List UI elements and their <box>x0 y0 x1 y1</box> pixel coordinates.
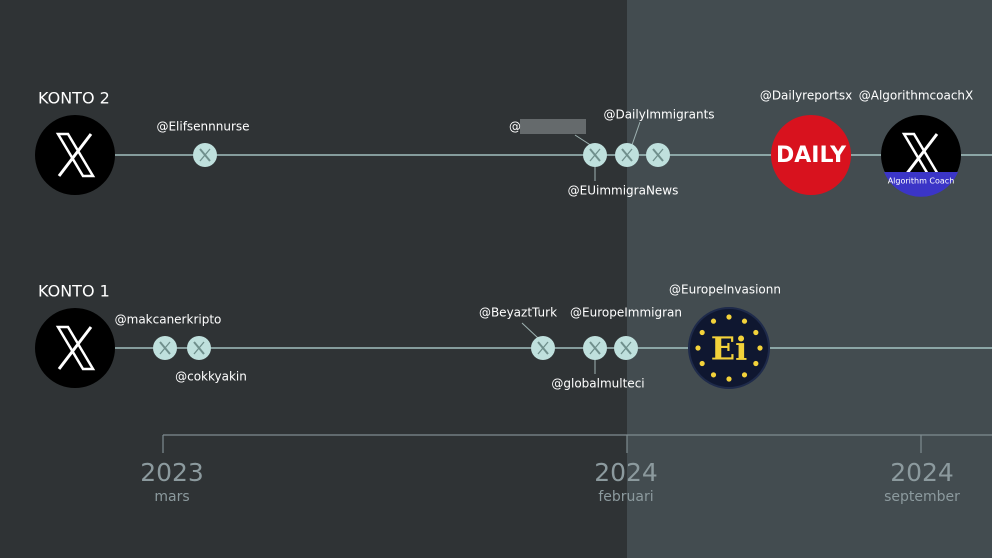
month-label: februari <box>598 489 653 505</box>
ei-logo <box>688 307 770 389</box>
leader <box>631 121 641 146</box>
logo-text: DAILY <box>776 143 847 168</box>
star <box>726 314 732 320</box>
star <box>741 318 748 324</box>
node <box>645 142 671 168</box>
node <box>582 335 608 361</box>
handle: @Elifsennnurse <box>156 120 249 134</box>
handle: @ <box>509 120 521 134</box>
handle: @Dailyreportsx <box>760 89 852 103</box>
account-label: KONTO 1 <box>38 282 110 301</box>
star <box>726 376 732 382</box>
star <box>699 360 705 367</box>
year-label: 2024 <box>594 458 658 487</box>
node <box>530 335 556 361</box>
star <box>753 329 759 336</box>
star <box>753 360 759 367</box>
month-label: mars <box>154 489 189 505</box>
blurred-name <box>520 119 586 134</box>
handle: @EuropeImmigran <box>570 306 682 320</box>
node <box>192 142 218 168</box>
logo-text: Algorithm Coach <box>888 177 955 186</box>
node <box>152 335 178 361</box>
handle: @BeyaztTurk <box>479 306 557 320</box>
star <box>741 372 748 378</box>
handle: @EUimmigraNews <box>568 184 679 198</box>
x-logo <box>35 308 115 388</box>
logo-stars <box>695 314 763 382</box>
daily-logo <box>771 115 851 195</box>
handle: @EuropeInvasionn <box>669 283 781 297</box>
star <box>695 345 701 351</box>
year-label: 2024 <box>890 458 954 487</box>
star <box>710 372 717 378</box>
node <box>613 335 639 361</box>
handle: @DailyImmigrants <box>603 108 714 122</box>
background-left <box>0 0 627 558</box>
handle: @cokkyakin <box>175 370 247 384</box>
handle: @globalmulteci <box>551 377 644 391</box>
year-label: 2023 <box>140 458 204 487</box>
node <box>186 335 212 361</box>
logo-text: Ei <box>711 330 748 368</box>
handle: @makcanerkripto <box>115 313 222 327</box>
handle: @AlgorithmcoachX <box>859 89 974 103</box>
leader <box>574 134 593 147</box>
star <box>710 318 717 324</box>
node <box>614 142 640 168</box>
x-logo <box>35 115 115 195</box>
star <box>757 345 763 351</box>
account-label: KONTO 2 <box>38 89 110 108</box>
star <box>699 329 705 336</box>
leader <box>521 322 539 339</box>
background-right <box>627 0 992 558</box>
logo-band <box>884 172 958 197</box>
month-label: september <box>884 489 960 505</box>
node <box>582 142 608 168</box>
